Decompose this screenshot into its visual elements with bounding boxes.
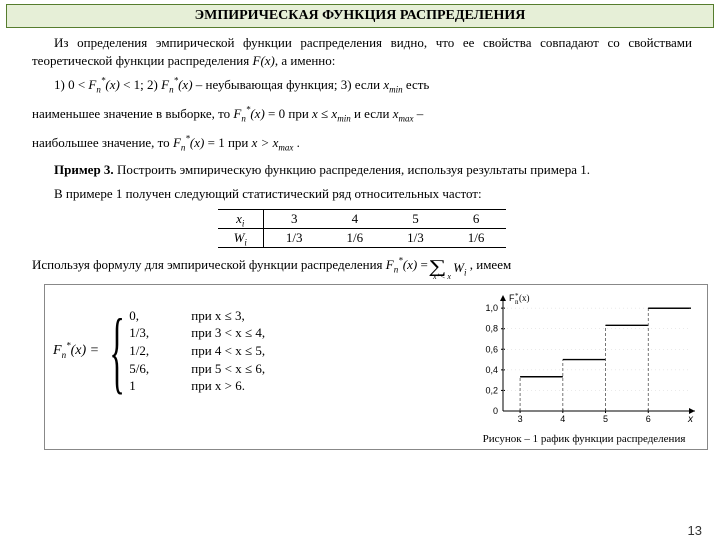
svg-text:(x): (x) [519, 293, 530, 303]
intro-tail: , а именно: [275, 53, 336, 68]
svg-text:0,6: 0,6 [485, 344, 498, 354]
table-row: Wi 1/3 1/6 1/3 1/6 [218, 228, 507, 247]
chart-caption: Рисунок – 1 рафик функции распределения [469, 433, 699, 445]
svg-text:4: 4 [560, 414, 565, 424]
p3a: наибольшее значение, то [32, 135, 173, 150]
pc: при 4 < x ≤ 5, [191, 342, 265, 360]
p1d: есть [406, 77, 429, 92]
pv: 1/2, [129, 342, 173, 360]
th-w: Wi [218, 228, 264, 247]
p3b: = 1 при [208, 135, 252, 150]
th-x: xi [218, 209, 264, 228]
svg-text:5: 5 [603, 414, 608, 424]
piecewise-function: Fn*(x) = { 0, при x ≤ 3, 1/3, при 3 < x ≤ … [53, 307, 265, 395]
pc: при 3 < x ≤ 4, [191, 324, 265, 342]
p2b: = 0 при [268, 106, 312, 121]
fn-star-3: Fn*(x) [233, 106, 264, 121]
example-paragraph: Пример 3. Построить эмпирическую функцию… [32, 161, 692, 179]
cell: 3 [263, 209, 324, 228]
pc: при 5 < x ≤ 6, [191, 360, 265, 378]
left-brace: { [109, 310, 124, 392]
l5a: Используя формулу для эмпирической функц… [32, 257, 386, 272]
line-5: Используя формулу для эмпирической функц… [32, 254, 692, 278]
cell: 1/3 [263, 228, 324, 247]
svg-text:0: 0 [493, 406, 498, 416]
svg-text:0,2: 0,2 [485, 385, 498, 395]
fn-star-2: Fn*(x) [161, 77, 192, 92]
frequency-table: xi 3 4 5 6 Wi 1/3 1/6 1/3 1/6 [218, 209, 507, 248]
table-row: xi 3 4 5 6 [218, 209, 507, 228]
chart-container: 1,00,80,60,40,203456xFn*(x) Рисунок – 1 … [461, 291, 699, 445]
ecdf-chart: 1,00,80,60,40,203456xFn*(x) [469, 291, 699, 431]
pc: при x ≤ 3, [191, 307, 245, 325]
page-number: 13 [688, 523, 702, 538]
svg-text:0,4: 0,4 [485, 365, 498, 375]
cell: 5 [385, 209, 446, 228]
svg-text:3: 3 [518, 414, 523, 424]
line-4: В примере 1 получен следующий статистиче… [32, 185, 692, 203]
pv: 1/3, [129, 324, 173, 342]
cell: 1/6 [446, 228, 507, 247]
pv: 5/6, [129, 360, 173, 378]
bottom-panel: Fn*(x) = { 0, при x ≤ 3, 1/3, при 3 < x ≤ … [44, 284, 708, 450]
body-content: Из определения эмпирической функции расп… [0, 34, 720, 278]
cell: 4 [325, 209, 386, 228]
l5b: , имеем [470, 257, 511, 272]
page-title: ЭМПИРИЧЕСКАЯ ФУНКЦИЯ РАСПРЕДЕЛЕНИЯ [6, 4, 714, 28]
cell: 1/3 [385, 228, 446, 247]
properties-row-3: наибольшее значение, то Fn*(x) = 1 при x… [32, 133, 692, 154]
fn-star-1: Fn*(x) [88, 77, 119, 92]
p1b: < 1; 2) [123, 77, 161, 92]
piecewise-values: 0, при x ≤ 3, 1/3, при 3 < x ≤ 4, 1/2, при … [129, 307, 265, 395]
svg-text:1,0: 1,0 [485, 303, 498, 313]
fx-symbol: F(x) [253, 53, 275, 68]
svg-text:6: 6 [646, 414, 651, 424]
xmin: xmin [383, 77, 402, 92]
cond-min: x ≤ xmin [312, 106, 351, 121]
fn-star-5: Fn*(x) [386, 257, 417, 272]
properties-row-2: наименьшее значение в выборке, то Fn*(x)… [32, 104, 692, 125]
example-text: Построить эмпирическую функцию распредел… [114, 162, 590, 177]
svg-text:0,8: 0,8 [485, 324, 498, 334]
pv: 1 [129, 377, 173, 395]
cell: 6 [446, 209, 507, 228]
svg-text:x: x [687, 414, 694, 425]
sum-expr: ∑xⁱ < x Wi [431, 254, 466, 278]
p1c: – неубывающая функция; 3) если [196, 77, 384, 92]
p2a: наименьшее значение в выборке, то [32, 106, 233, 121]
cell: 1/6 [325, 228, 386, 247]
xmax: xmax [393, 106, 414, 121]
cond-max: x > xmax [252, 135, 294, 150]
piecewise-lhs: Fn*(x) = [53, 343, 99, 359]
properties-row-1: 1) 0 < Fn*(x) < 1; 2) Fn*(x) – неубывающ… [32, 75, 692, 96]
fn-star-4: Fn*(x) [173, 135, 204, 150]
example-label: Пример 3. [54, 162, 114, 177]
p2c: и если [354, 106, 393, 121]
pv: 0, [129, 307, 173, 325]
p1a: 1) 0 < [54, 77, 88, 92]
pc: при x > 6. [191, 377, 245, 395]
intro-paragraph: Из определения эмпирической функции расп… [32, 34, 692, 69]
intro-text: Из определения эмпирической функции расп… [32, 35, 692, 68]
p2d: – [417, 106, 424, 121]
